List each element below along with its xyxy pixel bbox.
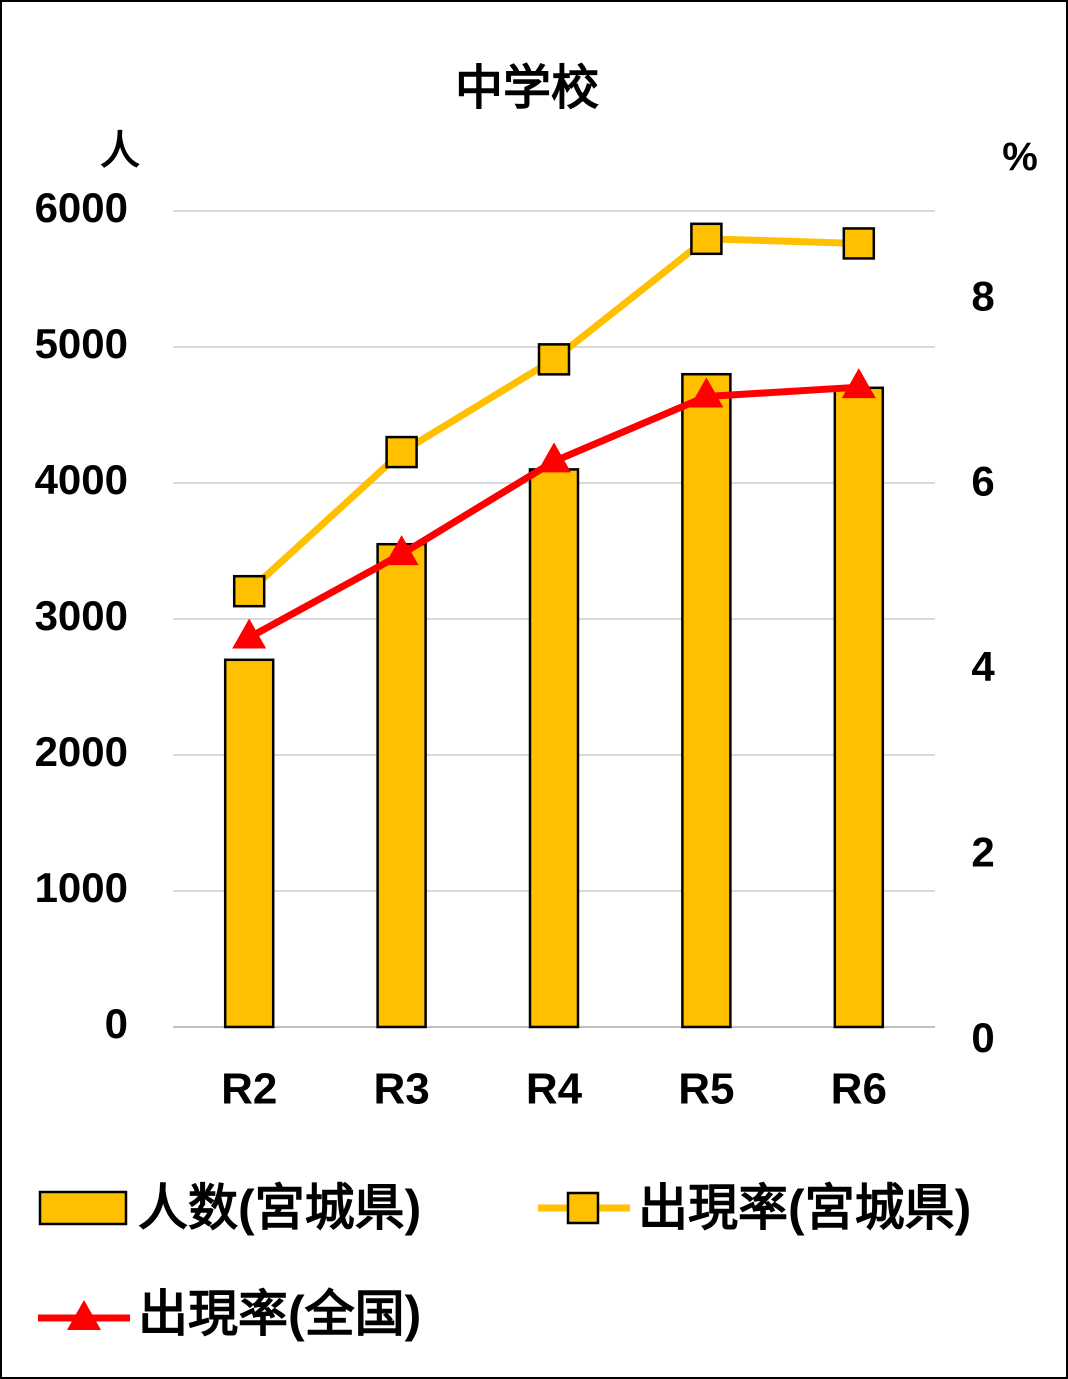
right-axis-unit: % xyxy=(1002,135,1038,179)
triangle-marker-R4 xyxy=(537,442,571,473)
legend-item-count: 人数(宮城県) xyxy=(38,1180,421,1236)
bar-R5 xyxy=(681,372,732,1029)
left-tick-label: 1000 xyxy=(35,864,128,911)
legend-label-rate-miyagi: 出現率(宮城県) xyxy=(638,1180,971,1236)
category-label: R5 xyxy=(678,1065,734,1114)
legend: 人数(宮城県) 出現率(宮城県) 出現率(全国) xyxy=(38,1180,971,1342)
square-marker-R2 xyxy=(232,574,266,608)
right-tick-label: 0 xyxy=(971,1014,994,1061)
left-tick-label: 4000 xyxy=(35,456,128,503)
triangle-marker-R6 xyxy=(841,368,876,399)
lines xyxy=(232,222,876,649)
right-tick-label: 8 xyxy=(971,272,994,319)
legend-square-marker xyxy=(566,1191,600,1225)
right-tick-label: 4 xyxy=(971,643,995,690)
left-tick-label: 0 xyxy=(105,1000,128,1047)
category-labels: R2 R3 R4 R5 R6 xyxy=(221,1065,887,1114)
category-label: R2 xyxy=(221,1065,277,1114)
square-marker-R5 xyxy=(690,222,723,256)
triangle-marker-R3 xyxy=(384,535,419,566)
left-tick-label: 2000 xyxy=(35,728,128,775)
category-label: R6 xyxy=(831,1065,887,1114)
legend-label-count: 人数(宮城県) xyxy=(138,1180,421,1236)
bar-R6 xyxy=(833,386,885,1029)
category-label: R4 xyxy=(526,1065,583,1114)
legend-item-rate-national: 出現率(全国) xyxy=(38,1286,421,1342)
right-tick-label: 6 xyxy=(971,458,994,505)
left-axis-ticks: 0 1000 2000 3000 4000 5000 6000 xyxy=(35,184,128,1047)
legend-triangle-marker xyxy=(67,1300,101,1330)
chart-title: 中学校 xyxy=(455,62,599,115)
bars xyxy=(223,372,885,1029)
bar-R2 xyxy=(223,658,275,1029)
left-tick-label: 3000 xyxy=(35,592,128,639)
legend-item-rate-miyagi: 出現率(宮城県) xyxy=(538,1180,971,1236)
legend-label-rate-national: 出現率(全国) xyxy=(138,1286,421,1342)
left-tick-label: 5000 xyxy=(35,320,128,367)
square-marker-R6 xyxy=(842,227,876,260)
left-tick-label: 6000 xyxy=(35,184,128,231)
square-marker-R4 xyxy=(537,343,571,376)
category-label: R3 xyxy=(373,1065,429,1114)
triangle-marker-R2 xyxy=(232,618,267,649)
bar-R3 xyxy=(376,542,427,1029)
bar-R4 xyxy=(528,468,580,1029)
triangle-marker-R5 xyxy=(689,377,724,408)
square-marker-R3 xyxy=(385,435,418,469)
legend-swatch-bar xyxy=(38,1190,128,1226)
left-axis-unit: 人 xyxy=(100,129,140,173)
right-axis-ticks: 0 2 4 6 8 xyxy=(971,272,995,1061)
right-tick-label: 2 xyxy=(971,829,994,876)
